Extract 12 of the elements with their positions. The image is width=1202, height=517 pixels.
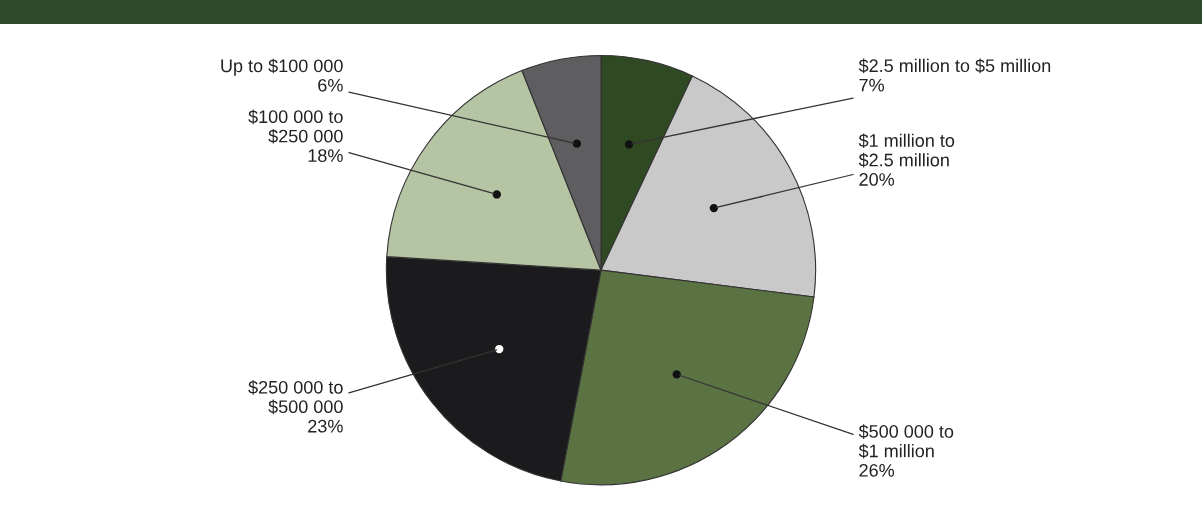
slice-label: $2.5 million to $5 million (858, 58, 1051, 74)
slice-label: $250 000 to $500 000 (248, 380, 343, 415)
slice-label: Up to $100 000 (221, 58, 343, 76)
data-label: 18% (308, 149, 343, 162)
data-label: 6% (318, 78, 343, 92)
slice-label: $1 million to $2.5 million (858, 133, 955, 168)
data-label: 7% (859, 78, 885, 92)
slice-label: $100 000 to $250 000 (248, 109, 343, 144)
data-label: 20% (859, 173, 895, 186)
data-label: 23% (308, 419, 343, 433)
data-label: 26% (859, 463, 895, 477)
slice-label: $500 000 to $1 million (858, 424, 954, 459)
